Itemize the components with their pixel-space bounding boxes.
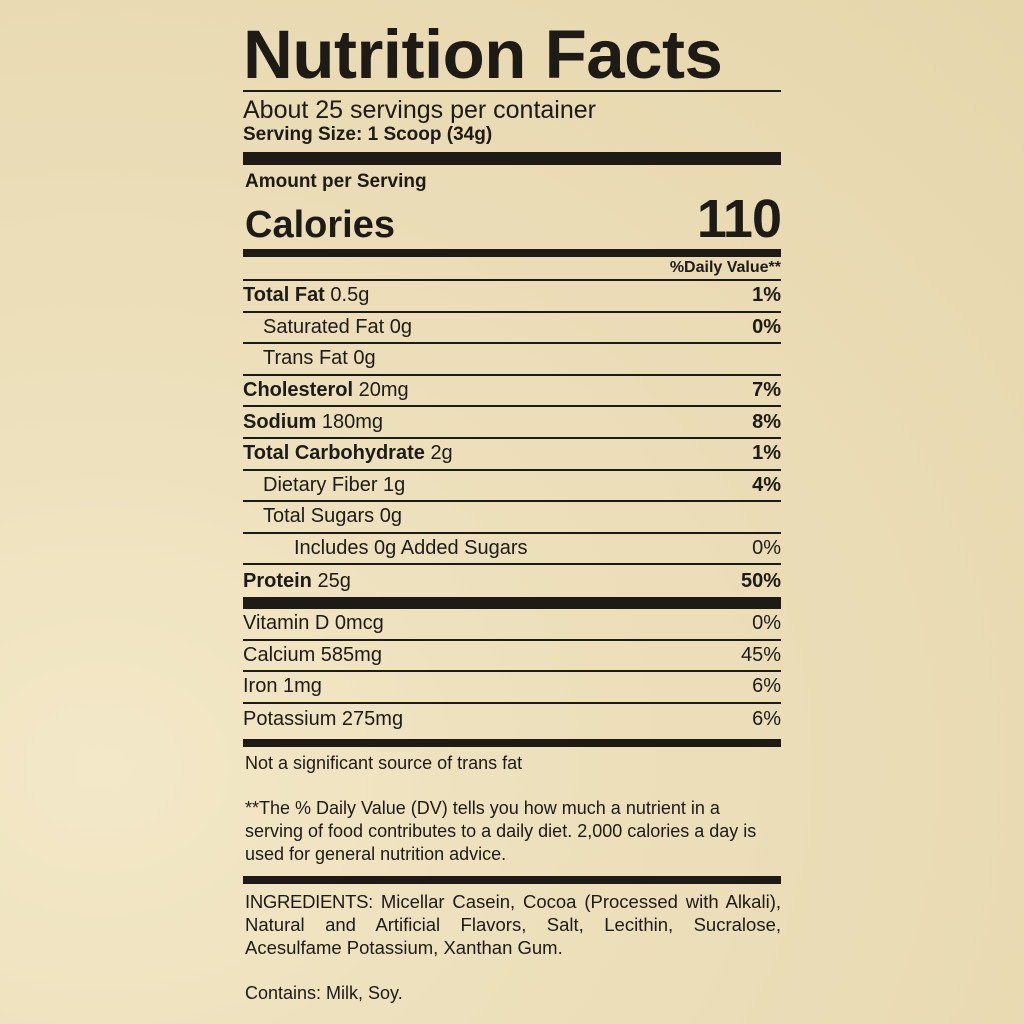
thick-divider: [243, 876, 781, 885]
vitamin-daily-value: 0%: [752, 612, 781, 635]
ingredients-text: Micellar Casein, Cocoa (Processed with A…: [245, 891, 781, 959]
nutrient-amount: 1g: [383, 473, 406, 496]
thick-divider: [243, 249, 781, 257]
calories-label: Calories: [245, 204, 395, 246]
vitamin-daily-value: 6%: [752, 675, 781, 698]
nutrient-daily-value: 1%: [752, 284, 781, 307]
nutrient-name-amount: Total Sugars 0g: [263, 505, 402, 528]
nutrient-name: Dietary Fiber: [263, 473, 378, 496]
nutrient-daily-value: 4%: [752, 473, 781, 496]
divider: [243, 90, 781, 92]
nutrient-daily-value: 7%: [752, 379, 781, 402]
nutrient-amount: 0.5g: [330, 284, 370, 307]
nutrient-amount: 0g: [353, 347, 376, 370]
nutrient-row: Total Carbohydrate 2g 1%: [243, 439, 781, 471]
nutrient-name: Saturated Fat: [263, 315, 385, 338]
nutrient-row: Saturated Fat 0g 0%: [243, 313, 781, 345]
nutrient-list: Total Fat 0.5g 1% Saturated Fat 0g 0% Trans …: [243, 281, 781, 597]
thick-divider: [243, 152, 781, 165]
ingredients-label: INGREDIENTS:: [245, 891, 373, 913]
nutrient-amount: 0g: [389, 315, 412, 338]
vitamin-daily-value: 45%: [740, 643, 781, 666]
nutrition-facts-label: Nutrition Facts About 25 servings per co…: [243, 16, 782, 1005]
nutrient-name-amount: Includes 0g Added Sugars: [294, 537, 528, 560]
nutrient-row: Total Sugars 0g: [243, 502, 781, 534]
daily-value-note: **The % Daily Value (DV) tells you how m…: [245, 798, 757, 865]
nutrient-name-amount: Total Fat 0.5g: [243, 284, 369, 307]
calories-row: Calories 110: [243, 189, 782, 249]
nutrient-daily-value: 8%: [752, 410, 781, 433]
nutrient-name: Protein: [243, 569, 312, 592]
trans-fat-note: Not a significant source of trans fat: [245, 753, 523, 774]
nutrient-name: Total Carbohydrate: [243, 442, 425, 465]
nutrient-name: Sodium: [243, 410, 317, 433]
nutrient-name-amount: Sodium 180mg: [243, 411, 383, 434]
nutrient-name: Total Sugars: [263, 505, 375, 528]
vitamin-name: Iron 1mg: [243, 675, 322, 698]
nutrient-name: Includes 0g Added Sugars: [294, 537, 528, 560]
nutrient-name-amount: Saturated Fat 0g: [263, 316, 412, 339]
thick-divider: [243, 596, 781, 609]
nutrient-amount: 2g: [430, 442, 453, 465]
allergens: Contains: Milk, Soy.: [245, 983, 403, 1004]
nutrient-name-amount: Cholesterol 20mg: [243, 379, 409, 402]
nutrient-row: Dietary Fiber 1g 4%: [243, 471, 781, 503]
ingredients: INGREDIENTS: Micellar Casein, Cocoa (Pro…: [243, 890, 781, 959]
vitamin-list: Vitamin D 0mcg 0% Calcium 585mg 45% Iron 1mg…: [243, 609, 781, 735]
nutrient-row: Includes 0g Added Sugars 0%: [243, 534, 781, 566]
vitamin-name: Vitamin D 0mcg: [243, 612, 384, 635]
vitamin-daily-value: 6%: [752, 708, 781, 731]
servings-per-container: About 25 servings per container: [243, 96, 596, 124]
nutrient-row: Trans Fat 0g: [243, 344, 781, 376]
nutrient-amount: 180mg: [321, 410, 384, 433]
nutrient-name-amount: Trans Fat 0g: [263, 347, 376, 370]
vitamin-row: Potassium 275mg 6%: [243, 704, 781, 736]
vitamin-row: Calcium 585mg 45%: [243, 641, 781, 673]
daily-value-header: %Daily Value**: [243, 257, 781, 281]
nutrient-name: Cholesterol: [243, 379, 354, 402]
vitamin-row: Iron 1mg 6%: [243, 672, 781, 704]
thick-divider: [243, 739, 781, 748]
vitamin-row: Vitamin D 0mcg 0%: [243, 609, 781, 641]
nutrient-name-amount: Protein 25g: [243, 570, 351, 593]
nutrient-name: Trans Fat: [263, 347, 348, 370]
nutrient-row: Protein 25g 50%: [243, 565, 781, 597]
nutrient-row: Sodium 180mg 8%: [243, 407, 781, 439]
serving-size: Serving Size: 1 Scoop (34g): [243, 124, 493, 145]
nutrient-row: Cholesterol 20mg 7%: [243, 376, 781, 408]
vitamin-name: Calcium 585mg: [243, 643, 382, 666]
nutrient-daily-value: 1%: [752, 442, 781, 465]
nutrient-row: Total Fat 0.5g 1%: [243, 281, 781, 313]
amount-per-serving: Amount per Serving: [245, 171, 427, 192]
nutrient-daily-value: 0%: [752, 315, 781, 338]
nutrient-name-amount: Total Carbohydrate 2g: [243, 442, 453, 465]
nutrient-name: Total Fat: [243, 284, 325, 307]
calories-value: 110: [696, 189, 782, 249]
nutrient-daily-value: 50%: [740, 569, 781, 592]
vitamin-name: Potassium 275mg: [243, 708, 404, 731]
nutrient-amount: 20mg: [358, 379, 409, 402]
label-title: Nutrition Facts: [243, 16, 723, 93]
nutrient-name-amount: Dietary Fiber 1g: [263, 474, 405, 497]
nutrient-amount: 25g: [317, 569, 351, 592]
nutrient-amount: 0g: [379, 505, 402, 528]
nutrient-daily-value: 0%: [752, 537, 781, 560]
